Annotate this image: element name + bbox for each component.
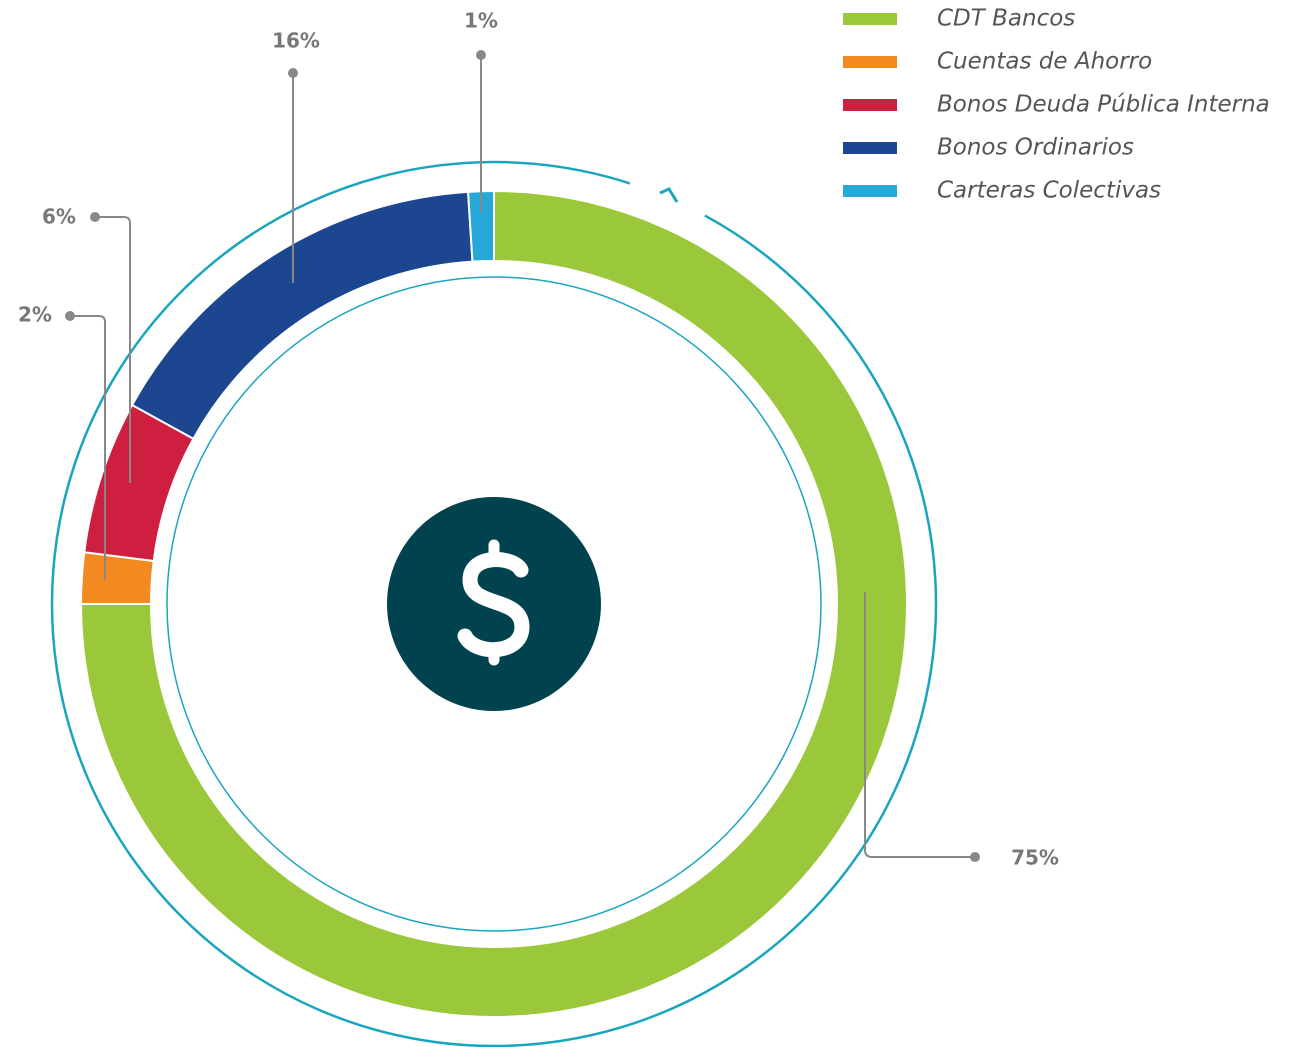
value-label: 75%: [1011, 846, 1059, 870]
legend-label: Bonos Deuda Pública Interna: [937, 92, 1270, 118]
leader-line: [95, 216, 131, 483]
donut-slice: [467, 189, 495, 263]
legend-swatch: [843, 99, 897, 111]
donut-slice: [79, 189, 908, 1018]
leader-dot: [90, 212, 100, 222]
value-label: 6%: [42, 205, 76, 229]
leader-dot: [970, 852, 980, 862]
outer-ring: [50, 160, 938, 1047]
legend-label: CDT Bancos: [937, 6, 1075, 32]
leader-line: [70, 315, 106, 580]
ring-arrow: [659, 187, 679, 203]
legend-swatch: [843, 185, 897, 197]
legend-label: Carteras Colectivas: [937, 178, 1161, 204]
leader-line: [864, 592, 975, 858]
legend-swatch: [843, 142, 897, 154]
value-label: 1%: [464, 9, 498, 33]
leader-dot: [288, 68, 298, 78]
donut-slice: [130, 190, 474, 441]
value-label: 16%: [272, 29, 320, 53]
leader-dot: [476, 50, 486, 60]
inner-ring: [166, 276, 822, 932]
legend-label: Cuentas de Ahorro: [937, 49, 1152, 75]
value-label: 2%: [18, 303, 52, 327]
legend-swatch: [843, 56, 897, 68]
legend-swatch: [843, 13, 897, 25]
legend-label: Bonos Ordinarios: [937, 135, 1134, 161]
leader-dot: [65, 311, 75, 321]
